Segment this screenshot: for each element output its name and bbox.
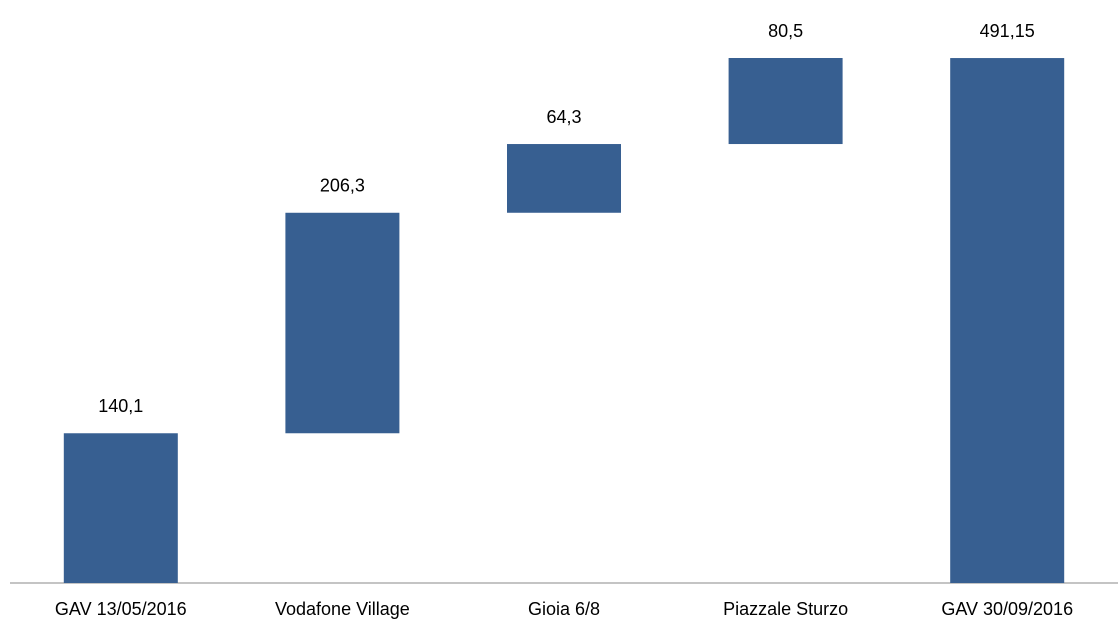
bar (507, 144, 621, 213)
bar (63, 433, 178, 583)
value-label: 80,5 (768, 21, 803, 41)
value-label: 206,3 (320, 176, 365, 196)
bar (950, 58, 1065, 583)
value-label: 64,3 (546, 107, 581, 127)
x-tick-label: GAV 13/05/2016 (55, 599, 187, 619)
value-label: 491,15 (980, 21, 1035, 41)
bar (285, 212, 400, 434)
bar (728, 58, 843, 145)
x-tick-label: Vodafone Village (275, 599, 410, 619)
x-tick-label: Piazzale Sturzo (723, 599, 848, 619)
value-label: 140,1 (98, 396, 143, 416)
x-tick-label: GAV 30/09/2016 (941, 599, 1073, 619)
x-tick-label: Gioia 6/8 (528, 599, 600, 619)
